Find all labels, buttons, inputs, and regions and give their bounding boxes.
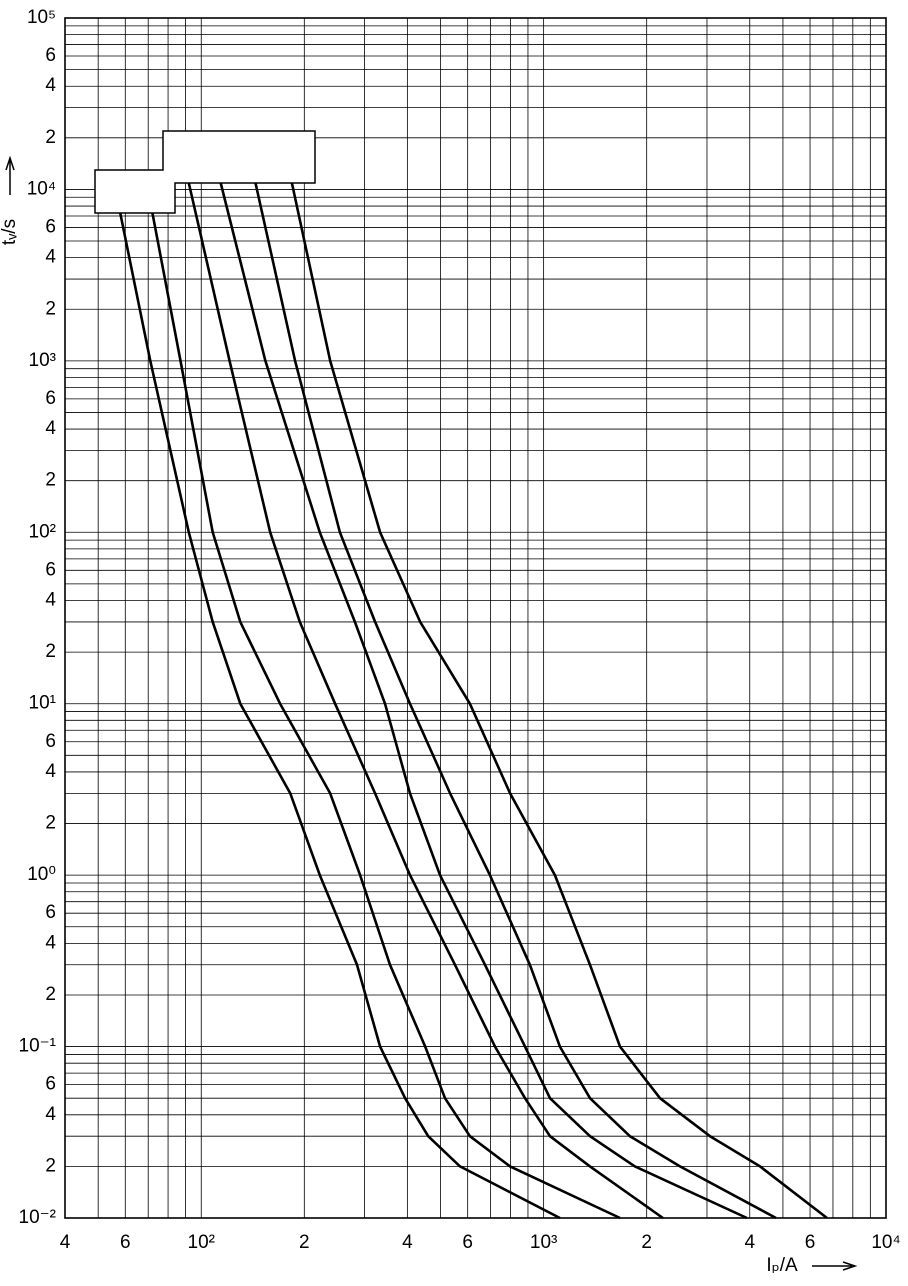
x-tick-label: 10²: [188, 1232, 215, 1253]
x-tick-label: 2: [641, 1232, 652, 1253]
y-tick-label: 10³: [29, 350, 56, 371]
curve: [219, 182, 748, 1220]
y-tick-label: 6: [45, 216, 56, 237]
y-tick-label: 10⁻¹: [19, 1036, 57, 1057]
x-axis-arrow: [812, 1261, 858, 1271]
y-tick-label: 6: [45, 1074, 56, 1095]
y-tick-label: 6: [45, 902, 56, 923]
y-tick-label: 4: [45, 75, 56, 96]
y-tick-label: 10¹: [29, 693, 56, 714]
y-axis-arrow: [5, 155, 15, 195]
y-tick-label: 2: [45, 1155, 56, 1176]
curve: [254, 182, 777, 1220]
y-tick-label: 2: [45, 298, 56, 319]
x-tick-label: 6: [805, 1232, 816, 1253]
x-tick-label: 4: [402, 1232, 413, 1253]
x-tick-label: 6: [120, 1232, 131, 1253]
y-tick-label: 2: [45, 127, 56, 148]
y-tick-label: 4: [45, 590, 56, 611]
y-tick-label: 4: [45, 247, 56, 268]
x-tick-label: 6: [462, 1232, 473, 1253]
curve: [118, 212, 561, 1220]
y-tick-label: 2: [45, 470, 56, 491]
x-axis-label: Iₚ/A: [766, 1255, 798, 1276]
y-tick-label: 4: [45, 932, 56, 953]
y-tick-label: 4: [45, 1104, 56, 1125]
y-tick-label: 10²: [29, 521, 56, 542]
x-tick-label: 4: [60, 1232, 71, 1253]
legend-box: [94, 130, 316, 214]
y-tick-label: 10⁵: [27, 7, 56, 28]
y-tick-label: 2: [45, 813, 56, 834]
x-tick-label: 4: [744, 1232, 755, 1253]
y-tick-label: 4: [45, 418, 56, 439]
y-tick-label: 6: [45, 45, 56, 66]
curve: [290, 182, 828, 1220]
y-tick-label: 10⁻²: [19, 1207, 57, 1228]
y-tick-label: 6: [45, 731, 56, 752]
x-tick-label: 2: [299, 1232, 310, 1253]
x-tick-label: 10⁴: [871, 1232, 900, 1253]
x-tick-label: 10³: [530, 1232, 557, 1253]
plot-frame: [64, 17, 887, 1219]
y-tick-label: 10⁴: [27, 178, 56, 199]
curve: [151, 212, 621, 1220]
y-tick-label: 10⁰: [27, 864, 56, 885]
y-tick-label: 2: [45, 641, 56, 662]
y-tick-label: 6: [45, 388, 56, 409]
y-tick-label: 4: [45, 761, 56, 782]
y-tick-label: 2: [45, 984, 56, 1005]
curve: [187, 182, 664, 1220]
y-axis-label: tᵥ/s: [0, 219, 20, 245]
y-tick-label: 6: [45, 559, 56, 580]
